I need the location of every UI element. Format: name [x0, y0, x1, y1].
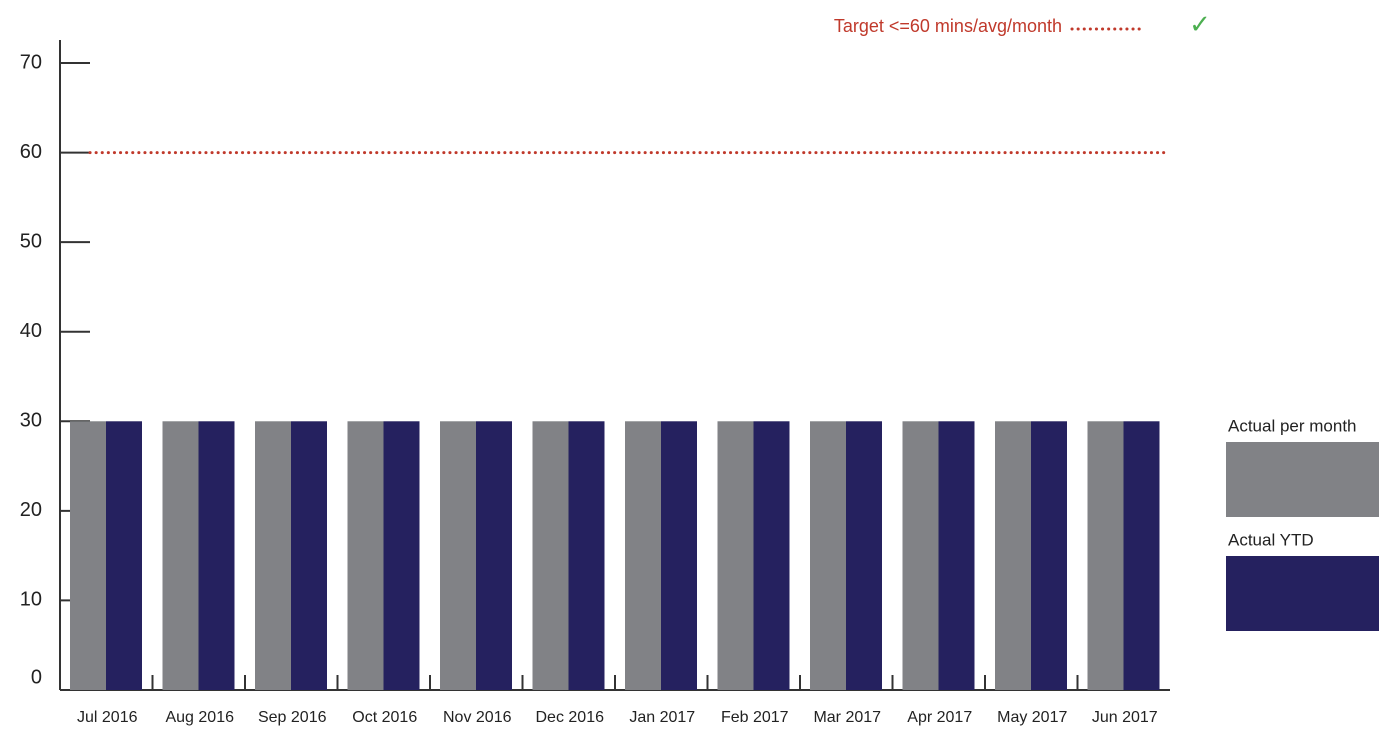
bar	[440, 421, 476, 690]
x-tick-label: Mar 2017	[813, 709, 881, 726]
x-tick-label: Sep 2016	[258, 709, 327, 726]
bar	[383, 421, 420, 690]
bar	[902, 421, 939, 690]
bar	[70, 421, 106, 690]
bar	[846, 421, 882, 690]
x-tick-label: Jan 2017	[629, 709, 695, 726]
legend-label: Actual per month	[1228, 416, 1357, 435]
bar	[995, 421, 1031, 690]
legend-label: Actual YTD	[1228, 530, 1314, 549]
x-tick-label: Feb 2017	[721, 709, 789, 726]
legend-swatch	[1226, 442, 1379, 517]
y-tick-label: 30	[20, 410, 42, 432]
bar	[532, 421, 569, 690]
y-tick-label: 60	[20, 141, 42, 163]
bar	[753, 421, 790, 690]
x-tick-label: Jul 2016	[77, 709, 138, 726]
x-tick-label: Oct 2016	[352, 709, 417, 726]
target-status: ✓	[1189, 9, 1211, 39]
legend-swatch	[1226, 556, 1379, 631]
bar	[568, 421, 605, 690]
x-tick-label: Nov 2016	[443, 709, 512, 726]
bar	[717, 421, 754, 690]
x-tick-label: Apr 2017	[907, 709, 972, 726]
bar	[1123, 421, 1160, 690]
bar	[476, 421, 512, 690]
bar	[347, 421, 384, 690]
bar	[255, 421, 291, 690]
bar	[1087, 421, 1124, 690]
x-tick-label: May 2017	[997, 709, 1067, 726]
bar	[810, 421, 846, 690]
bar	[162, 421, 199, 690]
x-tick-label: Aug 2016	[165, 709, 234, 726]
y-tick-label: 0	[31, 666, 42, 688]
x-tick-label: Dec 2016	[536, 709, 605, 726]
y-tick-label: 70	[20, 51, 42, 73]
x-tick-label: Jun 2017	[1092, 709, 1158, 726]
bar	[938, 421, 975, 690]
y-tick-label: 10	[20, 589, 42, 611]
bar	[291, 421, 327, 690]
target-label: Target <=60 mins/avg/month	[834, 16, 1062, 36]
bar	[625, 421, 661, 690]
bar	[661, 421, 697, 690]
y-tick-label: 50	[20, 230, 42, 252]
y-tick-label: 20	[20, 499, 42, 521]
bar	[198, 421, 235, 690]
bar	[106, 421, 142, 690]
y-tick-label: 40	[20, 320, 42, 342]
bar	[1031, 421, 1067, 690]
